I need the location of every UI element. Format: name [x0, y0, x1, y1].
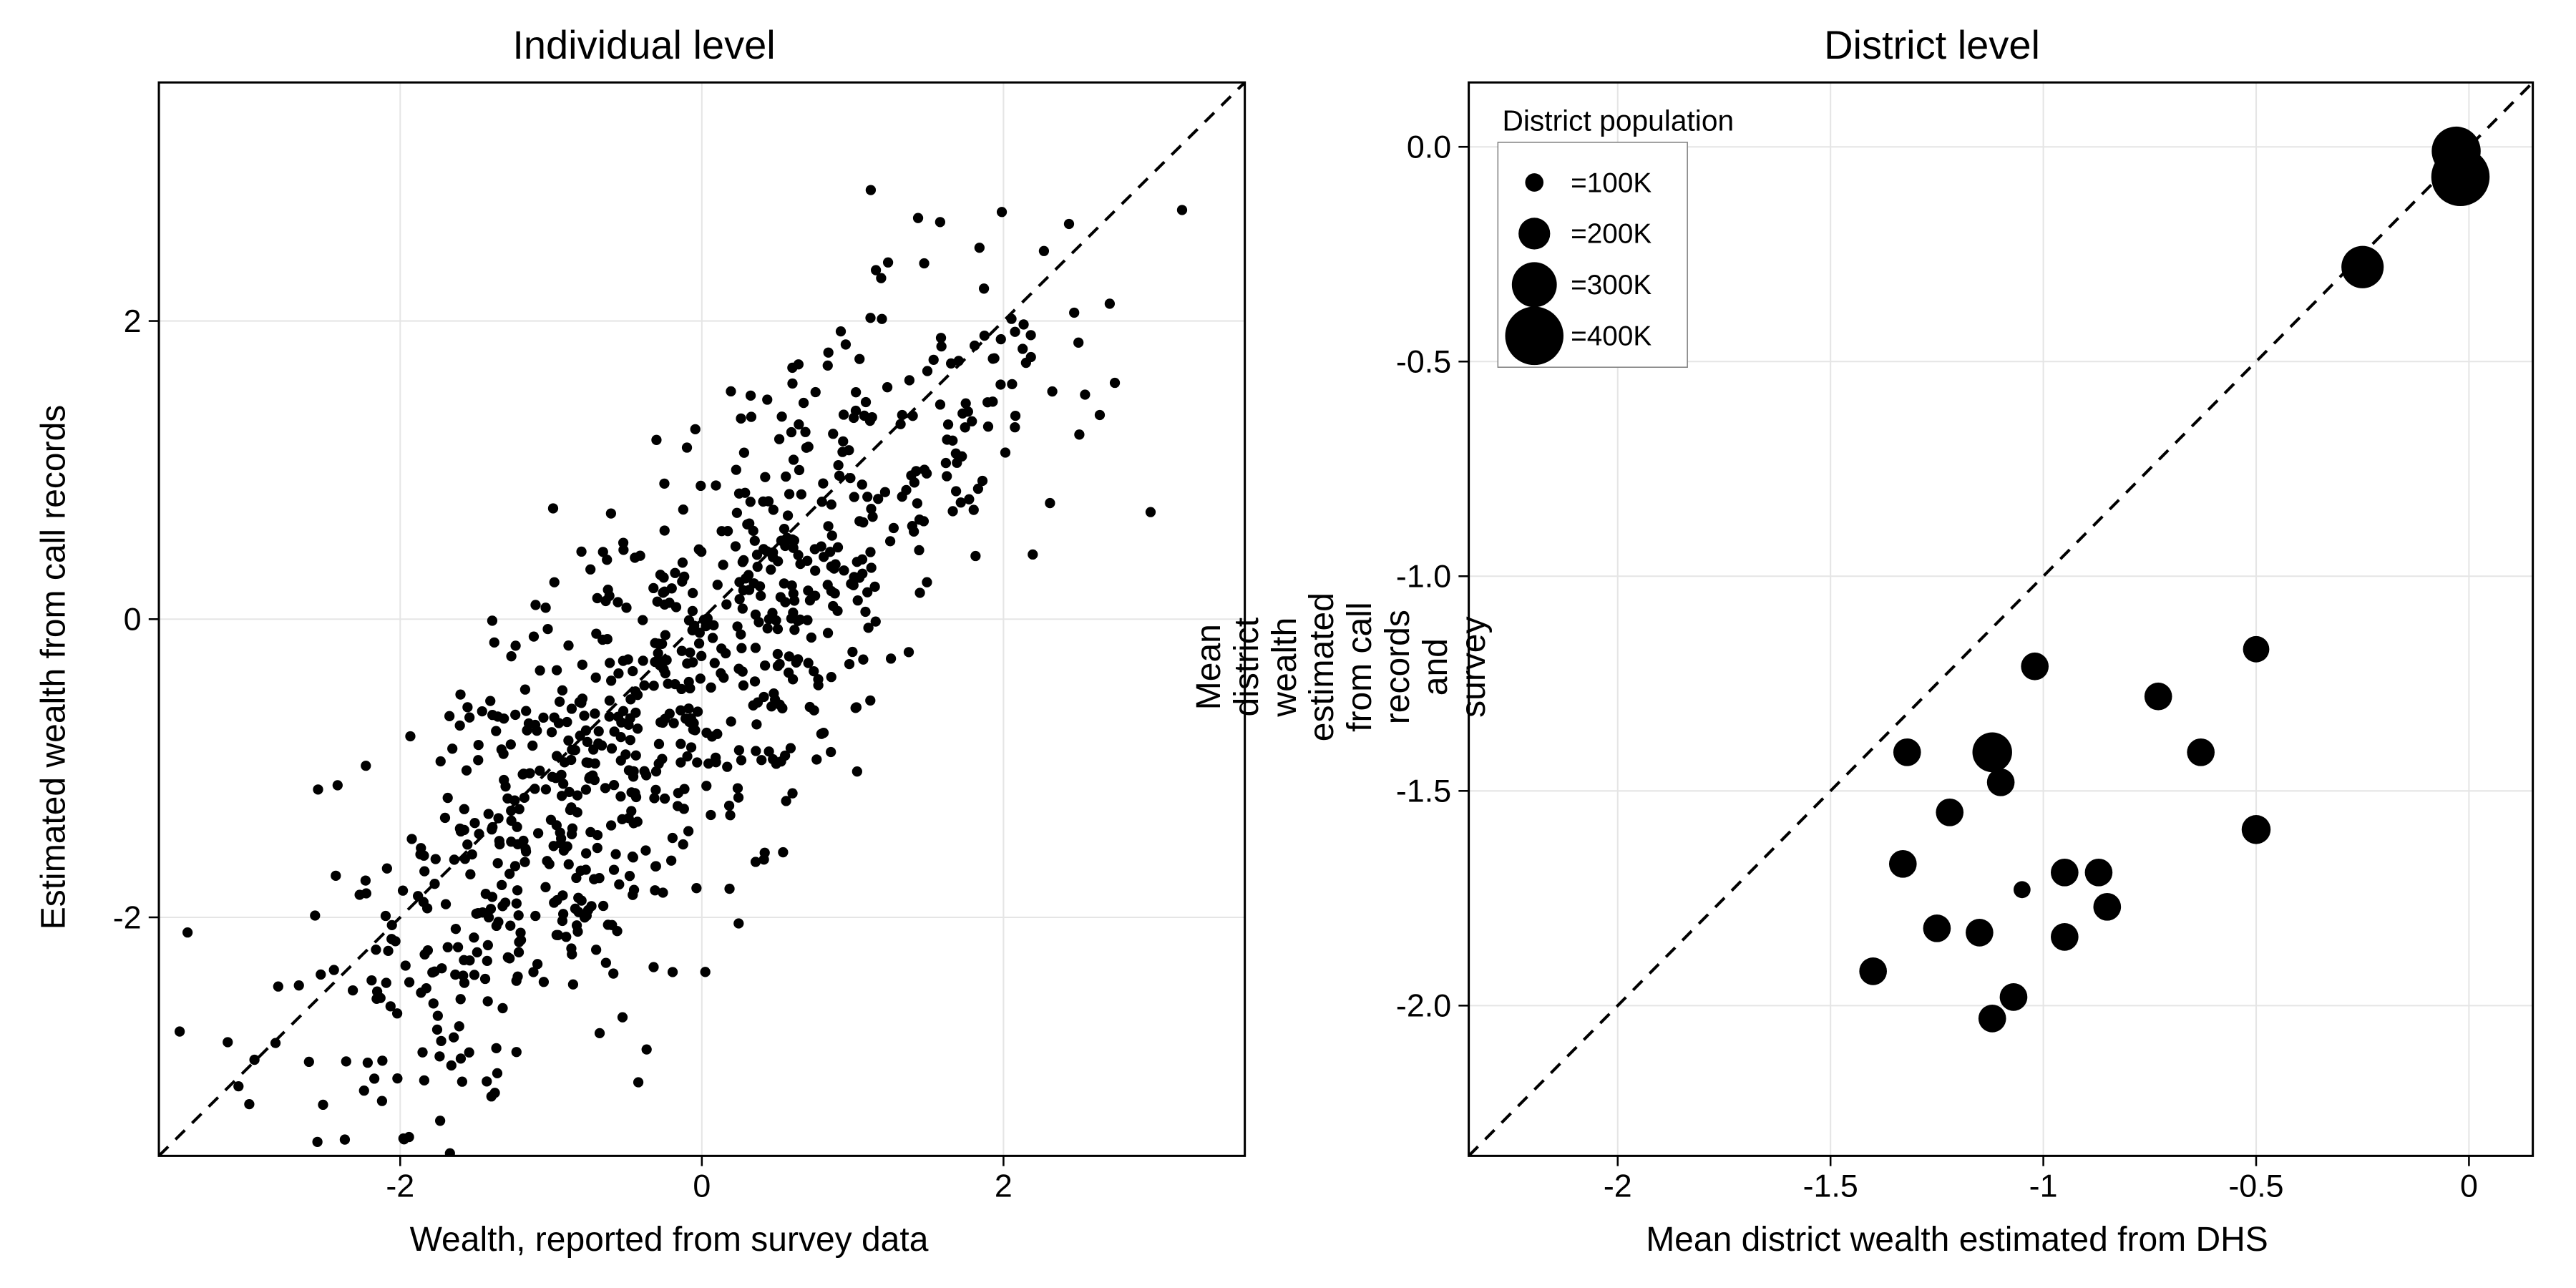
svg-text:-1.5: -1.5 — [1396, 773, 1451, 809]
x-axis-title-left: Wealth, reported from survey data — [79, 1214, 1259, 1259]
svg-text:=200K: =200K — [1571, 219, 1652, 250]
panel-title-left: Individual level — [29, 21, 1259, 68]
figure: Individual level Estimated wealth from c… — [0, 0, 2576, 1288]
panel-title-right: District level — [1317, 21, 2547, 68]
svg-text:-0.5: -0.5 — [1396, 343, 1451, 380]
svg-text:-1.5: -1.5 — [1803, 1167, 1858, 1204]
svg-text:-1.0: -1.0 — [1396, 558, 1451, 595]
panel-individual: Individual level Estimated wealth from c… — [29, 21, 1259, 1259]
svg-text:2: 2 — [124, 303, 142, 339]
plot-col-right: -2 -1.5 -1 -0.5 0 -2.0 -1.5 -1.0 -0.5 0.0 District… — [1367, 75, 2547, 1259]
plot-outer-left: Estimated wealth from call records -202-… — [29, 75, 1259, 1259]
y-axis-title-wrap-right: Mean district wealth estimatedfrom call … — [1317, 75, 1367, 1259]
svg-text:=300K: =300K — [1571, 270, 1652, 301]
y-axis-title-wrap-left: Estimated wealth from call records — [29, 75, 79, 1259]
plot-outer-right: Mean district wealth estimatedfrom call … — [1317, 75, 2547, 1259]
svg-text:District population: District population — [1502, 104, 1734, 137]
svg-text:-2: -2 — [113, 899, 142, 935]
plot-col-left: -2 0 2 -2 0 2 Wealth, reported from survey da… — [79, 75, 1259, 1259]
svg-text:-2: -2 — [386, 1167, 414, 1204]
panel-district: District level Mean district wealth esti… — [1317, 21, 2547, 1259]
svg-text:0: 0 — [2460, 1167, 2478, 1204]
svg-text:2: 2 — [995, 1167, 1013, 1204]
y-axis-title-left: Estimated wealth from call records — [34, 405, 74, 930]
svg-text:-2.0: -2.0 — [1396, 987, 1451, 1024]
svg-text:0: 0 — [124, 601, 142, 638]
svg-text:-1: -1 — [2029, 1167, 2058, 1204]
scatter-plot-right: -2 -1.5 -1 -0.5 0 -2.0 -1.5 -1.0 -0.5 0.0 District… — [1367, 75, 2547, 1214]
svg-text:=100K: =100K — [1571, 167, 1652, 198]
x-axis-title-right: Mean district wealth estimated from DHS — [1367, 1214, 2547, 1259]
y-axis-title-right: Mean district wealth estimatedfrom call … — [1191, 592, 1493, 741]
svg-text:=400K: =400K — [1571, 321, 1652, 352]
svg-text:-2: -2 — [1604, 1167, 1632, 1204]
svg-text:0.0: 0.0 — [1407, 128, 1451, 165]
scatter-plot-left: -2 0 2 -2 0 2 — [79, 75, 1259, 1214]
svg-text:-0.5: -0.5 — [2228, 1167, 2283, 1204]
svg-text:0: 0 — [693, 1167, 711, 1204]
